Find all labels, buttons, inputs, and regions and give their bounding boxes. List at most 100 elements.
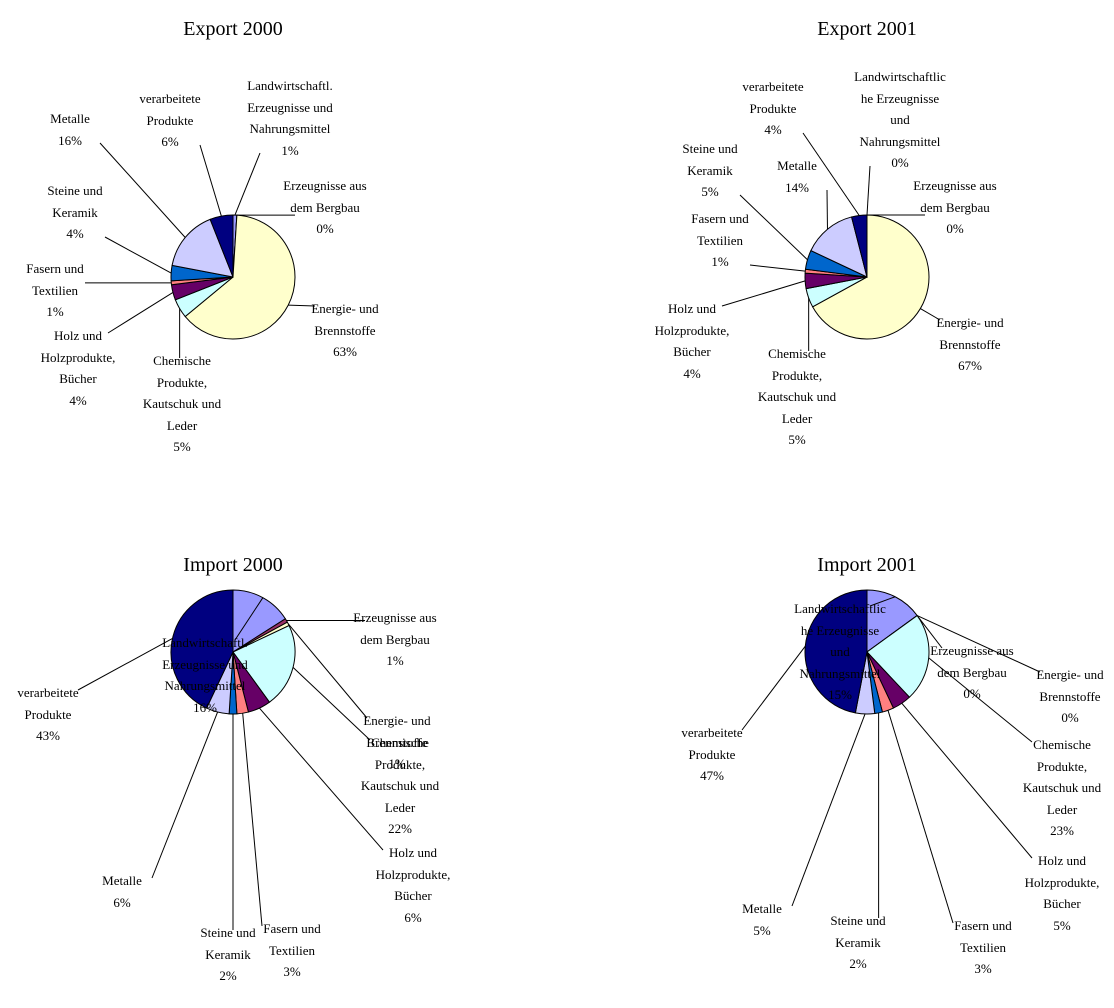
percent-label: 47% bbox=[700, 768, 724, 783]
leader-line bbox=[741, 645, 806, 731]
percent-label: 5% bbox=[788, 432, 806, 447]
slice-label: Erzeugnisse aus dem Bergbau 0% bbox=[276, 175, 374, 240]
category-name: Energie- und Brennstoffe bbox=[311, 301, 379, 338]
percent-label: 3% bbox=[974, 961, 992, 976]
category-name: Fasern und Textilien bbox=[691, 211, 749, 248]
slice-label: verarbeitete Produkte 47% bbox=[663, 722, 761, 787]
category-name: Chemische Produkte, Kautschuk und Leder bbox=[142, 353, 222, 433]
category-name: Metalle bbox=[742, 901, 782, 916]
leader-line bbox=[99, 142, 186, 238]
slice-label: Erzeugnisse aus dem Bergbau 1% bbox=[346, 607, 444, 672]
slice-label: Fasern und Textilien 3% bbox=[243, 918, 341, 983]
percent-label: 63% bbox=[333, 344, 357, 359]
percent-label: 4% bbox=[683, 365, 701, 381]
category-name: Landwirtschaftl. Erzeugnisse und Nahrung… bbox=[162, 635, 248, 693]
leader-line bbox=[739, 194, 808, 261]
slice-label: verarbeitete Produkte 4% bbox=[724, 76, 822, 141]
leader-line bbox=[802, 132, 860, 216]
pie-slice bbox=[866, 614, 930, 698]
category-name: verarbeitete Produkte bbox=[139, 91, 201, 128]
pie-slice bbox=[811, 214, 930, 340]
leader-line bbox=[916, 615, 1041, 673]
category-name: Fasern und Textilien bbox=[954, 918, 1012, 955]
leader-line bbox=[901, 702, 1033, 859]
slice-label: Fasern und Textilien 1% bbox=[671, 208, 769, 273]
slice-label: Fasern und Textilien 3% bbox=[934, 915, 1032, 980]
category-name: Erzeugnisse aus dem Bergbau bbox=[930, 643, 1014, 680]
leader-line bbox=[104, 236, 172, 274]
percent-label: 16% bbox=[58, 132, 82, 148]
slice-label: Chemische Produkte, Kautschuk und Leder 2… bbox=[1013, 734, 1111, 842]
category-name: Energie- und Brennstoffe bbox=[1036, 667, 1104, 704]
slice-label: Steine und Keramik 2% bbox=[179, 922, 277, 987]
slice-label: Landwirtschaftliche Erzeugnisse und Nahr… bbox=[791, 598, 889, 706]
slice-label: Energie- und Brennstoffe 0% bbox=[1021, 664, 1114, 729]
leader-line bbox=[721, 280, 806, 307]
percent-label: 0% bbox=[1061, 710, 1079, 725]
slice-label: Energie- und Brennstoffe 63% bbox=[296, 298, 394, 363]
leader-line bbox=[928, 657, 1033, 743]
percent-label: 5% bbox=[1053, 917, 1071, 933]
category-name: Metalle bbox=[102, 873, 142, 888]
percent-label: 6% bbox=[404, 909, 422, 925]
leader-line bbox=[234, 152, 261, 216]
percent-label: 0% bbox=[946, 221, 964, 236]
percent-label: 5% bbox=[753, 922, 771, 938]
slice-label: Metalle 6% bbox=[73, 870, 171, 913]
category-name: Steine und Keramik bbox=[830, 913, 886, 950]
leader-line bbox=[749, 264, 806, 272]
category-name: Erzeugnisse aus dem Bergbau bbox=[353, 610, 437, 647]
leader-line bbox=[151, 711, 219, 879]
slice-label: Metalle 14% bbox=[748, 155, 846, 198]
pie-slice bbox=[810, 216, 868, 278]
slice-label: verarbeitete Produkte 43% bbox=[0, 682, 97, 747]
leader-line bbox=[866, 165, 871, 216]
percent-label: 67% bbox=[958, 358, 982, 373]
pie-slice bbox=[184, 214, 296, 340]
category-name: Holz und Holzprodukte, Bücher bbox=[40, 328, 116, 386]
pie-slice bbox=[170, 589, 234, 709]
pie-slice bbox=[209, 214, 234, 278]
leader-line bbox=[791, 713, 866, 907]
percent-label: 14% bbox=[785, 179, 809, 195]
percent-label: 5% bbox=[701, 184, 719, 199]
category-name: Holz und Holzprodukte, Bücher bbox=[654, 301, 730, 359]
category-name: Fasern und Textilien bbox=[263, 921, 321, 958]
percent-label: 5% bbox=[173, 439, 191, 454]
leader-line bbox=[887, 710, 954, 924]
slice-label: Steine und Keramik 2% bbox=[809, 910, 907, 975]
leader-line bbox=[234, 597, 264, 641]
leader-line bbox=[107, 291, 174, 334]
slice-label: Landwirtschaftl. Erzeugnisse und Nahrung… bbox=[241, 75, 339, 161]
percent-label: 2% bbox=[849, 956, 867, 971]
slice-label: Holz und Holzprodukte, Bücher 6% bbox=[364, 842, 462, 928]
category-name: Landwirtschaftl. Erzeugnisse und Nahrung… bbox=[247, 78, 333, 136]
slice-label: Landwirtschaftliche Erzeugnisse und Nahr… bbox=[851, 66, 949, 174]
leader-line bbox=[259, 707, 384, 851]
slice-label: Erzeugnisse aus dem Bergbau 0% bbox=[906, 175, 1004, 240]
percent-label: 6% bbox=[113, 894, 131, 910]
pie-slice bbox=[232, 624, 296, 703]
category-name: Metalle bbox=[50, 111, 90, 126]
percent-label: 4% bbox=[66, 226, 84, 241]
category-name: verarbeitete Produkte bbox=[681, 725, 743, 762]
percent-label: 3% bbox=[283, 964, 301, 979]
leader-line bbox=[288, 304, 316, 307]
slice-label: Fasern und Textilien 1% bbox=[6, 258, 104, 323]
pie-slice bbox=[850, 214, 868, 278]
category-name: Holz und Holzprodukte, Bücher bbox=[1024, 853, 1100, 911]
chart-title: Import 2000 bbox=[183, 554, 283, 576]
percent-label: 1% bbox=[386, 653, 404, 668]
percent-label: 6% bbox=[161, 134, 179, 149]
percent-label: 0% bbox=[963, 686, 981, 701]
chart-title: Export 2000 bbox=[183, 18, 283, 40]
slice-label: Steine und Keramik 4% bbox=[26, 180, 124, 245]
slice-label: Chemische Produkte, Kautschuk und Leder 2… bbox=[351, 732, 449, 840]
percent-label: 23% bbox=[1050, 823, 1074, 838]
category-name: Fasern und Textilien bbox=[26, 261, 84, 298]
percent-label: 22% bbox=[388, 821, 412, 836]
leader-line bbox=[916, 615, 943, 649]
slice-label: Holz und Holzprodukte, Bücher 4% bbox=[643, 298, 741, 384]
